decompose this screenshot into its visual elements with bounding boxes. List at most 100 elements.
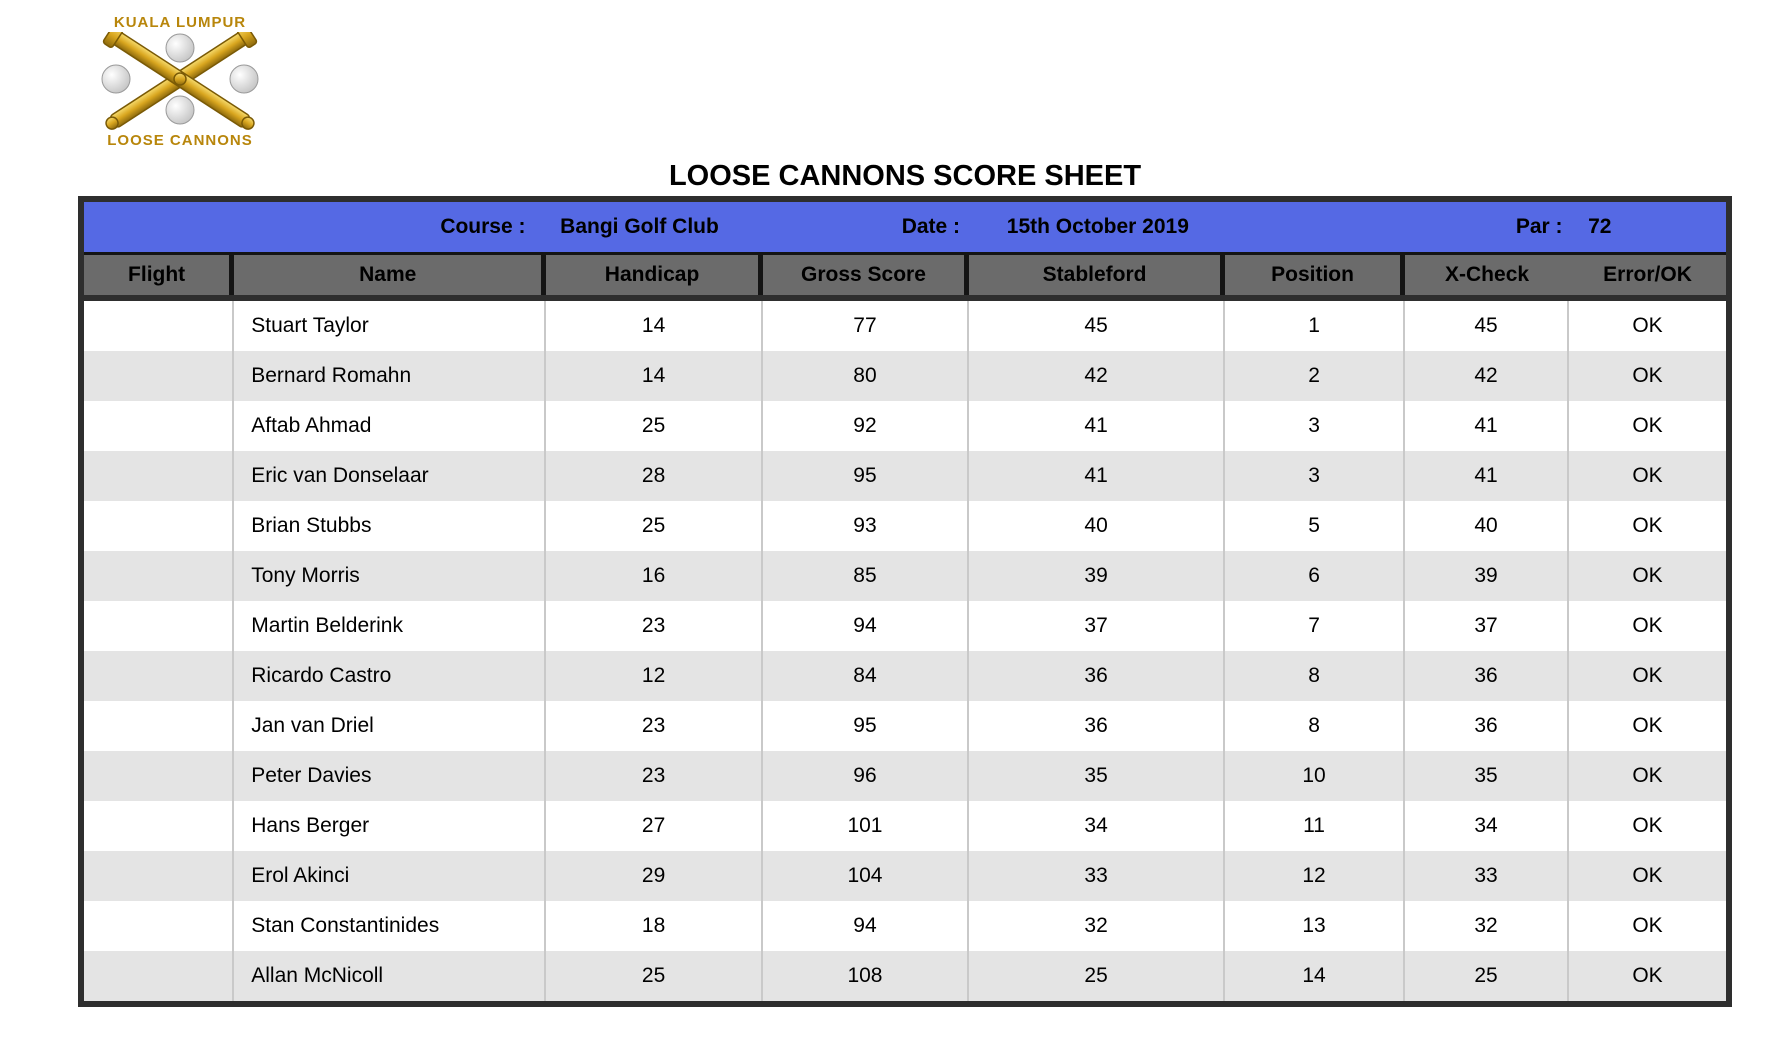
cell-flight bbox=[84, 301, 235, 351]
cell-gross-score: 80 bbox=[763, 351, 969, 401]
cell-x-check: 36 bbox=[1405, 651, 1570, 701]
cell-gross-score: 96 bbox=[763, 751, 969, 801]
cell-gross-score: 85 bbox=[763, 551, 969, 601]
cell-error-ok: OK bbox=[1632, 764, 1663, 787]
cell-flight bbox=[84, 551, 235, 601]
club-logo: KUALA LUMPUR bbox=[88, 14, 272, 150]
cell-error-ok: OK bbox=[1632, 914, 1663, 937]
cell-gross-score: 77 bbox=[763, 301, 969, 351]
cell-name: Stuart Taylor bbox=[234, 301, 547, 351]
table-row: Jan van Driel 23 95 36 8 36 OK bbox=[84, 701, 1726, 751]
logo-bottom-text: LOOSE CANNONS bbox=[107, 132, 253, 149]
cell-stableford: 39 bbox=[969, 551, 1226, 601]
cell-flight bbox=[84, 401, 235, 451]
table-body: Stuart Taylor 14 77 45 1 45 OK Bernard Romahn 14… bbox=[84, 301, 1726, 1001]
cell-name: Bernard Romahn bbox=[234, 351, 547, 401]
date-label: Date : bbox=[901, 215, 961, 238]
cell-error-ok: OK bbox=[1632, 464, 1663, 487]
cell-flight bbox=[84, 951, 235, 1001]
cell-stableford: 42 bbox=[969, 351, 1226, 401]
cell-name: Martin Belderink bbox=[234, 601, 547, 651]
cell-handicap: 25 bbox=[546, 951, 763, 1001]
cell-position: 11 bbox=[1225, 801, 1405, 851]
cell-name: Stan Constantinides bbox=[234, 901, 547, 951]
cell-stableford: 35 bbox=[969, 751, 1226, 801]
cell-position: 6 bbox=[1225, 551, 1405, 601]
cell-x-check: 33 bbox=[1405, 851, 1570, 901]
cell-flight bbox=[84, 501, 235, 551]
header-flight: Flight bbox=[84, 255, 235, 295]
cell-handicap: 18 bbox=[546, 901, 763, 951]
cell-gross-score: 95 bbox=[763, 701, 969, 751]
header-stableford: Stableford bbox=[969, 255, 1226, 295]
table-row: Brian Stubbs 25 93 40 5 40 OK bbox=[84, 501, 1726, 551]
cell-handicap: 28 bbox=[546, 451, 763, 501]
page-title: LOOSE CANNONS SCORE SHEET bbox=[668, 160, 1142, 192]
cell-position: 8 bbox=[1225, 701, 1405, 751]
table-row: Ricardo Castro 12 84 36 8 36 OK bbox=[84, 651, 1726, 701]
cell-x-check: 40 bbox=[1405, 501, 1570, 551]
par-value: 72 bbox=[1588, 215, 1612, 238]
logo-top-text: KUALA LUMPUR bbox=[113, 14, 247, 31]
header-position: Position bbox=[1225, 255, 1405, 295]
cell-position: 3 bbox=[1225, 451, 1405, 501]
cell-name: Jan van Driel bbox=[234, 701, 547, 751]
crossed-cannons-icon bbox=[101, 32, 259, 130]
cell-name: Erol Akinci bbox=[234, 851, 547, 901]
cell-error-ok: OK bbox=[1632, 314, 1663, 337]
cell-name: Peter Davies bbox=[234, 751, 547, 801]
cell-handicap: 25 bbox=[546, 401, 763, 451]
cell-position: 12 bbox=[1225, 851, 1405, 901]
cell-gross-score: 101 bbox=[763, 801, 969, 851]
cell-stableford: 40 bbox=[969, 501, 1226, 551]
cell-flight bbox=[84, 651, 235, 701]
header-gross-score: Gross Score bbox=[762, 255, 969, 295]
cell-error-ok: OK bbox=[1632, 664, 1663, 687]
table-row: Hans Berger 27 101 34 11 34 OK bbox=[84, 801, 1726, 851]
cell-handicap: 16 bbox=[546, 551, 763, 601]
cell-stableford: 36 bbox=[969, 651, 1226, 701]
table-row: Allan McNicoll 25 108 25 14 25 OK bbox=[84, 951, 1726, 1001]
cell-handicap: 25 bbox=[546, 501, 763, 551]
header-name: Name bbox=[234, 255, 547, 295]
cell-handicap: 14 bbox=[546, 301, 763, 351]
cell-name: Ricardo Castro bbox=[234, 651, 547, 701]
cell-handicap: 23 bbox=[546, 751, 763, 801]
header-error-ok: Error/OK bbox=[1569, 255, 1726, 295]
cell-x-check: 36 bbox=[1405, 701, 1570, 751]
info-bar: Course : Bangi Golf Club Date : 15th Oct… bbox=[84, 202, 1726, 252]
table-row: Martin Belderink 23 94 37 7 37 OK bbox=[84, 601, 1726, 651]
cell-error-ok: OK bbox=[1632, 864, 1663, 887]
cell-flight bbox=[84, 851, 235, 901]
score-table: Course : Bangi Golf Club Date : 15th Oct… bbox=[78, 196, 1732, 1007]
cell-error-ok: OK bbox=[1632, 564, 1663, 587]
course-value: Bangi Golf Club bbox=[560, 215, 719, 238]
cell-stableford: 37 bbox=[969, 601, 1226, 651]
cell-x-check: 41 bbox=[1405, 401, 1570, 451]
table-row: Eric van Donselaar 28 95 41 3 41 OK bbox=[84, 451, 1726, 501]
cell-x-check: 42 bbox=[1405, 351, 1570, 401]
cell-handicap: 12 bbox=[546, 651, 763, 701]
cell-name: Brian Stubbs bbox=[234, 501, 547, 551]
cell-flight bbox=[84, 451, 235, 501]
cell-gross-score: 95 bbox=[763, 451, 969, 501]
cell-gross-score: 94 bbox=[763, 601, 969, 651]
cell-stableford: 25 bbox=[969, 951, 1226, 1001]
cell-name: Eric van Donselaar bbox=[234, 451, 547, 501]
cell-x-check: 35 bbox=[1405, 751, 1570, 801]
cell-error-ok: OK bbox=[1632, 414, 1663, 437]
table-row: Stan Constantinides 18 94 32 13 32 OK bbox=[84, 901, 1726, 951]
cell-stableford: 41 bbox=[969, 451, 1226, 501]
date-value: 15th October 2019 bbox=[1006, 215, 1189, 238]
cell-gross-score: 104 bbox=[763, 851, 969, 901]
cell-flight bbox=[84, 601, 235, 651]
header-x-check: X-Check bbox=[1404, 255, 1570, 295]
cell-position: 13 bbox=[1225, 901, 1405, 951]
cell-x-check: 34 bbox=[1405, 801, 1570, 851]
cell-error-ok: OK bbox=[1632, 514, 1663, 537]
cell-position: 2 bbox=[1225, 351, 1405, 401]
cell-position: 3 bbox=[1225, 401, 1405, 451]
cell-position: 8 bbox=[1225, 651, 1405, 701]
cell-handicap: 14 bbox=[546, 351, 763, 401]
